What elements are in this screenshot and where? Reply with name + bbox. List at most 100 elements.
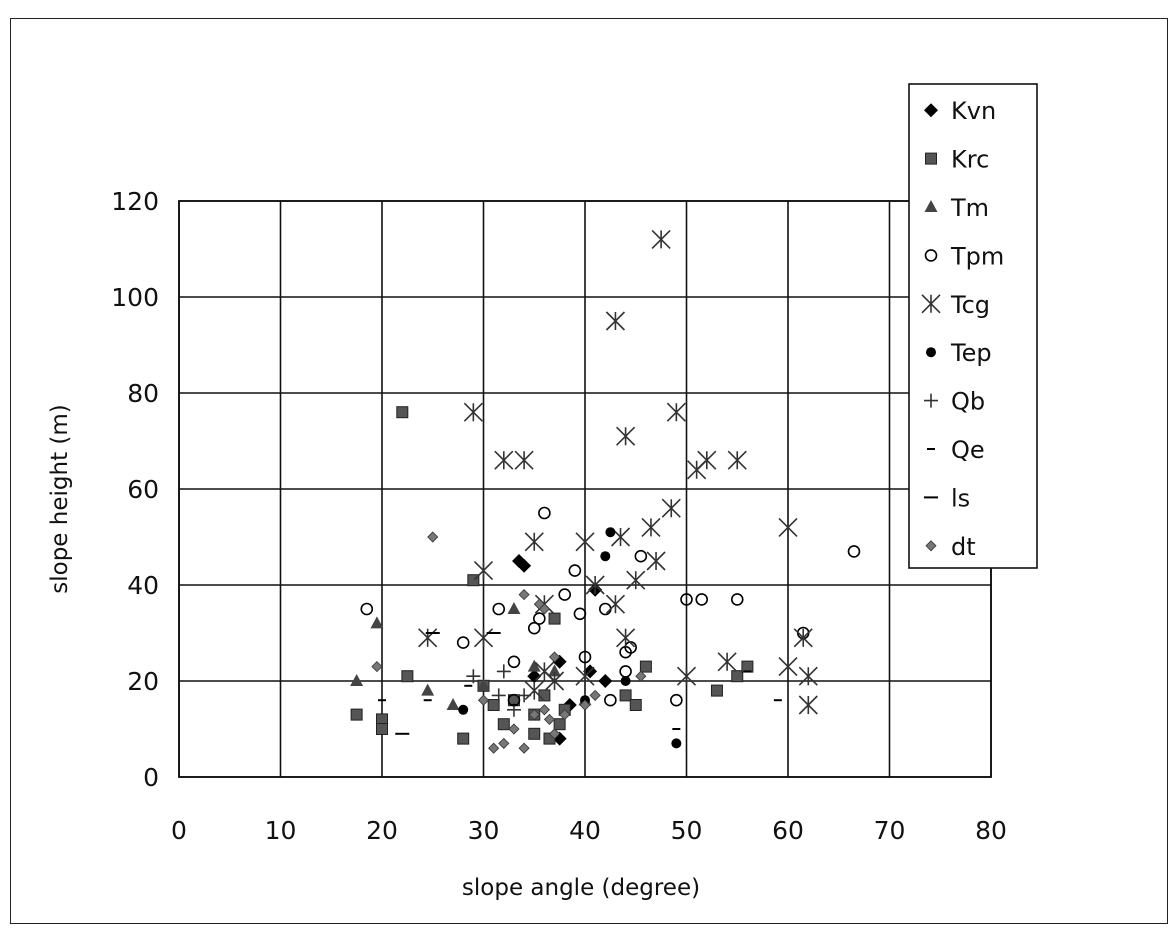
legend-marker-tep — [926, 347, 936, 358]
data-point-krc — [528, 727, 541, 740]
y-tick-label: 120 — [111, 187, 159, 216]
data-point-tpm — [604, 693, 617, 707]
legend-label: ls — [951, 484, 970, 512]
x-tick-label: 0 — [171, 816, 187, 845]
data-point-dt — [371, 661, 383, 673]
data-point-tcg — [717, 652, 737, 672]
data-point-krc — [401, 670, 414, 683]
data-point-dt — [477, 694, 490, 706]
data-point-tcg — [626, 570, 646, 590]
data-point-tpm — [538, 506, 551, 520]
data-point-tep — [600, 551, 611, 562]
data-point-dt — [559, 709, 571, 721]
data-point-tcg — [778, 517, 798, 537]
data-point-tep — [620, 676, 631, 686]
data-point-tpm — [634, 549, 648, 563]
data-point-tcg — [473, 628, 494, 648]
x-tick-label: 40 — [569, 816, 601, 845]
legend-marker-tm — [924, 200, 938, 212]
data-point-tcg — [524, 681, 544, 701]
data-point-tcg — [666, 402, 686, 422]
data-point-qb — [466, 669, 481, 684]
data-point-tcg — [418, 628, 438, 648]
data-point-tcg — [793, 628, 813, 648]
data-point-krc — [548, 612, 561, 625]
data-point-qb — [517, 688, 532, 703]
scatter-chart: 0 10 20 30 40 50 60 70 80 0 20 40 60 80 100 120 slope an… — [47, 83, 1038, 901]
data-point-tm — [548, 664, 562, 677]
data-point-tpm — [619, 665, 632, 678]
x-tick-label: 30 — [468, 816, 500, 845]
data-point-dt — [635, 670, 647, 682]
y-tick-label: 40 — [127, 571, 159, 600]
data-point-krc — [487, 699, 500, 711]
data-point-tcg — [646, 551, 666, 571]
y-tick-label: 20 — [127, 667, 159, 696]
data-point-krc — [629, 699, 642, 711]
data-point-dt — [548, 651, 561, 663]
data-point-tpm — [533, 612, 546, 625]
x-tick-label: 80 — [975, 816, 1007, 845]
data-point-tm — [527, 659, 541, 672]
data-point-tpm — [573, 607, 587, 621]
data-point-tpm — [578, 650, 592, 664]
data-point-dt — [508, 723, 520, 735]
data-point-dt — [579, 699, 591, 711]
data-point-tcg — [697, 450, 717, 470]
data-point-tcg — [544, 671, 565, 691]
legend-marker-kvn — [924, 103, 938, 118]
x-tick-label: 60 — [772, 816, 804, 845]
data-point-dt — [498, 737, 510, 749]
data-point-krc — [497, 718, 510, 731]
legend-label: Krc — [951, 146, 989, 174]
data-point-tpm — [360, 602, 374, 616]
data-point-krc — [350, 708, 363, 721]
data-point-dt — [427, 531, 439, 543]
data-point-krc — [639, 660, 652, 673]
data-point-tpm — [680, 593, 693, 606]
y-tick-label: 100 — [111, 283, 159, 312]
data-point-krc — [376, 723, 388, 735]
data-point-tpm — [527, 621, 541, 635]
x-tick-label: 50 — [671, 816, 703, 845]
y-tick-label: 80 — [127, 379, 159, 408]
data-point-tpm — [847, 545, 861, 558]
data-point-dt — [518, 742, 530, 754]
legend-marker-tcg — [921, 294, 941, 314]
legend-label: Tm — [950, 194, 989, 222]
data-point-dt — [543, 713, 556, 725]
x-tick-label: 20 — [366, 816, 398, 845]
data-point-krc — [396, 406, 409, 419]
data-point-tcg — [798, 695, 818, 715]
data-point-krc — [457, 732, 470, 745]
data-point-krc — [538, 689, 551, 702]
data-point-tpm — [558, 588, 572, 601]
data-point-tcg — [798, 666, 818, 686]
legend — [908, 83, 1038, 569]
data-point-krc — [619, 689, 632, 702]
data-point-dt — [548, 728, 561, 740]
data-point-tcg — [676, 666, 697, 686]
data-point-tpm — [598, 602, 612, 616]
data-point-krc — [553, 718, 566, 731]
legend-label: Tep — [950, 339, 992, 367]
data-point-tpm — [695, 593, 709, 606]
data-point-kvn — [517, 558, 532, 573]
data-point-dt — [538, 704, 550, 716]
data-point-tm — [507, 602, 521, 614]
data-point-tm — [370, 616, 384, 629]
legend-label: Qb — [951, 388, 985, 416]
legend-marker-qb — [924, 393, 938, 408]
data-point-tcg — [514, 450, 534, 470]
data-point-tcg — [494, 450, 514, 470]
data-point-tcg — [641, 517, 661, 537]
data-point-krc — [731, 670, 744, 683]
legend-marker-tpm — [924, 249, 938, 262]
data-point-dt — [589, 689, 601, 701]
data-point-tm — [446, 698, 460, 710]
data-point-tcg — [575, 532, 595, 552]
y-tick-label: 60 — [127, 475, 159, 504]
legend-label: Kvn — [951, 97, 996, 125]
data-point-tcg — [727, 450, 747, 470]
y-axis-label: slope height (m) — [47, 404, 73, 593]
